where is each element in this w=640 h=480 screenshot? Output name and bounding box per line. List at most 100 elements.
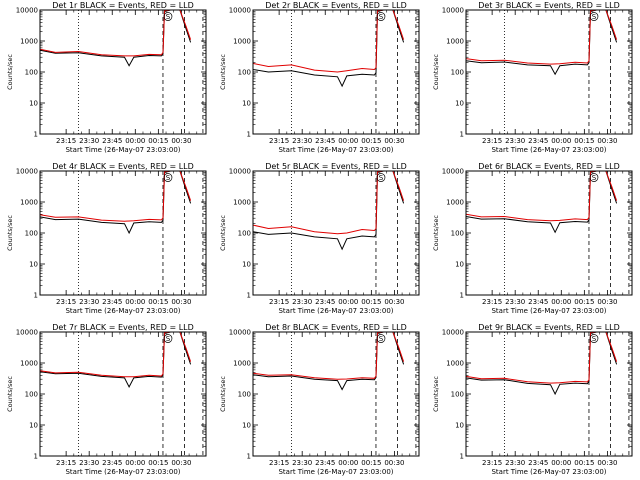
- y-tick-label: 10000: [229, 329, 251, 337]
- events-series-line: [466, 10, 618, 76]
- x-tick-label: 23:30: [79, 459, 99, 467]
- panel-title: Det 6r BLACK = Events, RED = LLD: [478, 162, 620, 171]
- lld-series-line: [253, 332, 405, 380]
- x-tick-label: 00:30: [171, 137, 191, 145]
- x-tick-label: 00:15: [574, 137, 594, 145]
- panel-title: Det 9r BLACK = Events, RED = LLD: [478, 323, 620, 332]
- x-axis-label: Start Time (26-May-07 23:03:00): [278, 468, 393, 476]
- y-tick-label: 1: [247, 453, 251, 461]
- lld-series-line: [40, 10, 192, 57]
- x-tick-label: 23:30: [292, 459, 312, 467]
- lld-series-line: [253, 10, 405, 73]
- y-tick-label: 1000: [446, 38, 464, 46]
- y-tick-label: 1: [460, 292, 464, 300]
- x-tick-label: 00:00: [338, 137, 358, 145]
- x-tick-label: 23:30: [79, 298, 99, 306]
- annotation-circle: [589, 12, 599, 21]
- annotation-s: S: [592, 174, 597, 182]
- panel-title: Det 8r BLACK = Events, RED = LLD: [265, 323, 407, 332]
- y-tick-label: 10: [29, 422, 38, 430]
- x-tick-label: 23:45: [528, 298, 548, 306]
- y-tick-label: 1000: [446, 360, 464, 368]
- x-tick-label: 23:15: [56, 137, 76, 145]
- annotation-circle: [163, 173, 173, 182]
- x-axis-label: Start Time (26-May-07 23:03:00): [491, 146, 606, 154]
- y-tick-label: 10: [29, 100, 38, 108]
- panel-det-7: Det 7r BLACK = Events, RED = LLD 1 10 100 10…: [6, 323, 207, 476]
- annotation-s: S: [592, 13, 597, 21]
- annotation-circle: [589, 334, 599, 343]
- plot-frame: [252, 9, 420, 135]
- y-axis-label: Counts/sec: [432, 376, 440, 412]
- x-tick-label: 00:30: [384, 459, 404, 467]
- y-tick-label: 10000: [442, 168, 464, 176]
- panel-title: Det 2r BLACK = Events, RED = LLD: [265, 1, 407, 10]
- annotation-s: S: [379, 13, 384, 21]
- y-tick-label: 1000: [233, 360, 251, 368]
- events-series-line: [466, 171, 618, 234]
- panel-title: Det 1r BLACK = Events, RED = LLD: [52, 1, 194, 10]
- lld-series-line: [466, 171, 618, 222]
- x-tick-label: 23:15: [482, 298, 502, 306]
- x-tick-label: 00:15: [148, 298, 168, 306]
- x-tick-label: 23:30: [505, 459, 525, 467]
- plot-frame: [39, 331, 207, 457]
- panel-title: Det 5r BLACK = Events, RED = LLD: [265, 162, 407, 171]
- y-tick-label: 100: [451, 391, 464, 399]
- x-axis-label: Start Time (26-May-07 23:03:00): [491, 468, 606, 476]
- plot-frame: [465, 9, 633, 135]
- y-axis-label: Counts/sec: [6, 215, 14, 251]
- y-tick-label: 1: [34, 131, 38, 139]
- annotation-circle: [163, 12, 173, 21]
- x-tick-label: 00:15: [574, 459, 594, 467]
- x-tick-label: 23:30: [292, 137, 312, 145]
- x-tick-label: 23:30: [505, 298, 525, 306]
- x-tick-label: 23:45: [102, 298, 122, 306]
- plot-frame: [39, 170, 207, 296]
- x-axis-label: Start Time (26-May-07 23:03:00): [491, 307, 606, 315]
- x-tick-label: 00:00: [338, 298, 358, 306]
- panel-det-2: Det 2r BLACK = Events, RED = LLD 1 10 100 10…: [219, 1, 420, 154]
- x-tick-label: 23:45: [315, 137, 335, 145]
- panel-det-8: Det 8r BLACK = Events, RED = LLD 1 10 100 10…: [219, 323, 420, 476]
- y-tick-label: 100: [451, 230, 464, 238]
- y-tick-label: 100: [238, 69, 251, 77]
- x-axis-label: Start Time (26-May-07 23:03:00): [65, 146, 180, 154]
- x-tick-label: 23:15: [269, 298, 289, 306]
- x-tick-label: 00:00: [338, 459, 358, 467]
- x-tick-label: 23:15: [269, 459, 289, 467]
- x-tick-label: 00:00: [125, 298, 145, 306]
- y-tick-label: 1: [34, 292, 38, 300]
- y-tick-label: 10: [242, 422, 251, 430]
- x-tick-label: 23:45: [102, 459, 122, 467]
- x-tick-label: 23:45: [315, 298, 335, 306]
- y-tick-label: 10000: [16, 168, 38, 176]
- y-tick-label: 100: [238, 230, 251, 238]
- y-axis-label: Counts/sec: [432, 215, 440, 251]
- x-tick-label: 23:15: [482, 137, 502, 145]
- y-tick-label: 10: [455, 100, 464, 108]
- events-series-line: [253, 10, 405, 88]
- y-tick-label: 10000: [442, 7, 464, 15]
- plot-frame: [252, 331, 420, 457]
- annotation-s: S: [166, 13, 171, 21]
- x-tick-label: 00:15: [574, 298, 594, 306]
- y-tick-label: 1000: [233, 199, 251, 207]
- plot-frame: [465, 331, 633, 457]
- panel-det-1: Det 1r BLACK = Events, RED = LLD 1 10 100 10…: [6, 1, 207, 154]
- events-series-line: [40, 10, 192, 67]
- y-tick-label: 10000: [229, 168, 251, 176]
- x-tick-label: 00:30: [597, 298, 617, 306]
- y-tick-label: 10: [455, 261, 464, 269]
- y-tick-label: 100: [238, 391, 251, 399]
- y-tick-label: 1: [460, 131, 464, 139]
- panel-det-9: Det 9r BLACK = Events, RED = LLD 1 10 100 10…: [432, 323, 633, 476]
- x-tick-label: 00:30: [597, 137, 617, 145]
- y-tick-label: 1: [34, 453, 38, 461]
- annotation-s: S: [166, 335, 171, 343]
- y-tick-label: 10: [242, 100, 251, 108]
- y-tick-label: 100: [25, 391, 38, 399]
- x-tick-label: 00:00: [551, 137, 571, 145]
- plot-frame: [252, 170, 420, 296]
- events-series-line: [40, 332, 192, 388]
